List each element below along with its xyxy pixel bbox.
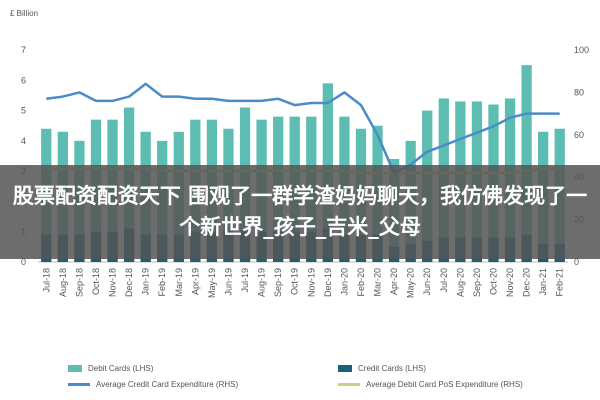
line-series-2 (46, 82, 560, 175)
x-tick-Nov-19: Nov-19 (306, 268, 316, 297)
x-tick-Jun-20: Jun-20 (422, 268, 432, 296)
y-tick-right-3: 60 (574, 130, 584, 140)
x-tick-Jan-21: Jan-21 (538, 268, 548, 296)
legend-label-avg-debit: Average Debit Card PoS Expenditure (RHS) (366, 380, 523, 389)
overlay-headline: 股票配资配资天下 围观了一群学渣妈妈聊天，我仿佛发现了一个新世界_孩子_吉米_父… (12, 184, 588, 239)
x-tick-Apr-20: Apr-20 (389, 268, 399, 295)
legend-label-avg-credit: Average Credit Card Expenditure (RHS) (96, 380, 239, 389)
x-tick-May-19: May-19 (207, 268, 217, 298)
legend-item-avg-debit: Average Debit Card PoS Expenditure (RHS) (338, 380, 523, 389)
x-tick-Jul-19: Jul-19 (240, 268, 250, 293)
y-tick-left-0: 0 (21, 257, 26, 267)
x-tick-Feb-20: Feb-20 (356, 268, 366, 297)
legend-label-credit: Credit Cards (LHS) (358, 364, 427, 373)
y-tick-left-6: 6 (21, 75, 26, 85)
y-tick-right-0: 0 (574, 257, 579, 267)
x-tick-Jan-20: Jan-20 (339, 268, 349, 296)
x-tick-Sep-20: Sep-20 (472, 268, 482, 297)
x-tick-Jul-18: Jul-18 (41, 268, 51, 293)
x-tick-Nov-20: Nov-20 (505, 268, 515, 297)
y-axis-label-left: £ Billion (10, 9, 38, 18)
legend-item-credit: Credit Cards (LHS) (338, 364, 426, 373)
x-tick-Oct-20: Oct-20 (488, 268, 498, 295)
legend-swatch-credit (338, 365, 352, 372)
y-tick-left-5: 5 (21, 106, 26, 116)
legend: Debit Cards (LHS) Credit Cards (LHS) Ave… (38, 360, 578, 396)
lines (46, 82, 560, 175)
legend-swatch-avg-debit (338, 383, 360, 386)
x-tick-Dec-20: Dec-20 (522, 268, 532, 297)
x-tick-Jun-19: Jun-19 (223, 268, 233, 296)
x-tick-Jul-20: Jul-20 (439, 268, 449, 293)
x-tick-Sep-19: Sep-19 (273, 268, 283, 297)
y-tick-left-4: 4 (21, 136, 26, 146)
x-tick-Apr-19: Apr-19 (190, 268, 200, 295)
x-tick-Jan-19: Jan-19 (141, 268, 151, 296)
legend-swatch-avg-credit (68, 383, 90, 386)
x-tick-Feb-19: Feb-19 (157, 268, 167, 297)
x-tick-Aug-18: Aug-18 (58, 268, 68, 297)
x-tick-Sep-18: Sep-18 (74, 268, 84, 297)
legend-item-debit: Debit Cards (LHS) (68, 364, 153, 373)
debit-bar-Dec-20 (521, 65, 532, 263)
x-tick-Oct-19: Oct-19 (290, 268, 300, 295)
y-tick-left-7: 7 (21, 45, 26, 55)
x-tick-Aug-20: Aug-20 (455, 268, 465, 297)
x-tick-May-20: May-20 (406, 268, 416, 298)
y-tick-right-5: 100 (574, 45, 589, 55)
x-tick-Mar-19: Mar-19 (174, 268, 184, 297)
x-tick-labels: Jul-18 Aug-18 Sep-18 Oct-18 Nov-18 Dec-18 Jan-… (41, 268, 564, 298)
legend-swatch-debit (68, 365, 82, 372)
x-tick-Aug-19: Aug-19 (257, 268, 267, 297)
y-tick-right-4: 80 (574, 87, 584, 97)
legend-item-avg-credit: Average Credit Card Expenditure (RHS) (68, 380, 238, 389)
x-tick-Dec-18: Dec-18 (124, 268, 134, 297)
x-tick-Oct-18: Oct-18 (91, 268, 101, 295)
x-tick-Feb-21: Feb-21 (555, 268, 565, 297)
overlay-banner: 股票配资配资天下 围观了一群学渣妈妈聊天，我仿佛发现了一个新世界_孩子_吉米_父… (0, 165, 600, 259)
x-tick-Mar-20: Mar-20 (373, 268, 383, 297)
x-tick-Dec-19: Dec-19 (323, 268, 333, 297)
legend-label-debit: Debit Cards (LHS) (88, 364, 154, 373)
x-tick-Nov-18: Nov-18 (108, 268, 118, 297)
